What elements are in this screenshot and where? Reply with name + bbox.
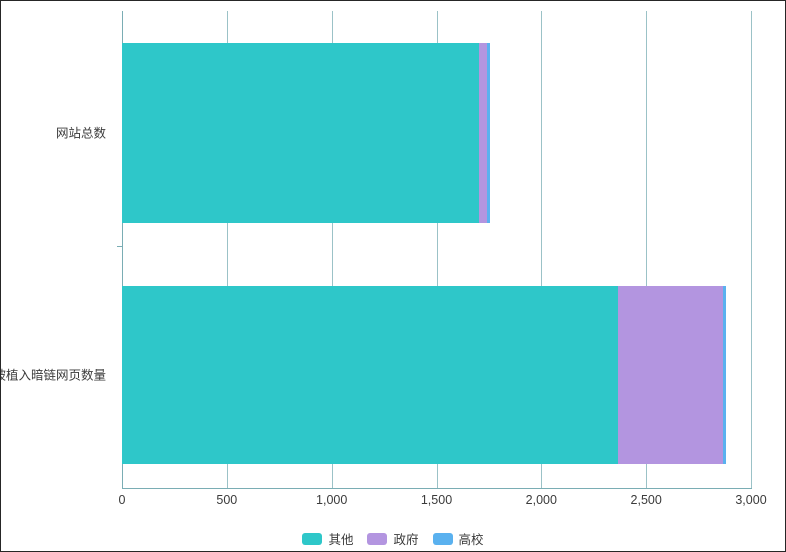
y-axis-label-1: 被植入暗链网页数量	[0, 368, 106, 383]
bar-group-1[interactable]	[122, 286, 726, 464]
x-axis-tick-label-4: 2,000	[525, 493, 557, 507]
gridline-1500	[436, 11, 438, 488]
y-axis-tick-1	[117, 246, 122, 247]
legend-swatch-government-icon	[367, 532, 388, 545]
legend-label-government: 政府	[393, 533, 419, 547]
legend-swatch-other-icon	[302, 532, 323, 545]
x-axis-tick-label-1: 500	[216, 493, 238, 507]
y-axis-labels: 网站总数 被植入暗链网页数量	[1, 1, 114, 498]
gridline-2000	[541, 11, 543, 488]
bar-segment-university-1[interactable]	[722, 286, 726, 464]
chart-legend: 其他 政府 高校	[1, 529, 785, 548]
gridline-3000	[751, 11, 752, 488]
y-axis-label-0: 网站总数	[55, 126, 106, 141]
bar-segment-other-1[interactable]	[122, 286, 618, 464]
legend-label-university: 高校	[458, 533, 484, 547]
y-axis-line	[122, 11, 123, 488]
gridline-1000	[331, 11, 333, 488]
bar-segment-government-0[interactable]	[478, 43, 487, 223]
x-axis-tick-label-5: 2,500	[630, 493, 662, 507]
legend-item-university[interactable]: 高校	[432, 529, 484, 548]
x-axis-tick-label-0: 0	[118, 493, 126, 507]
x-axis-tick-label-3: 1,500	[420, 493, 453, 507]
bar-segment-government-1[interactable]	[617, 286, 723, 464]
legend-item-other[interactable]: 其他	[302, 529, 353, 548]
bar-segment-university-0[interactable]	[486, 43, 490, 223]
legend-item-government[interactable]: 政府	[367, 529, 419, 548]
bar-group-0[interactable]	[122, 43, 490, 223]
gridline-500	[226, 11, 228, 488]
legend-swatch-university-icon	[432, 532, 453, 545]
x-axis-line	[122, 488, 752, 489]
gridline-2500	[646, 11, 648, 488]
bar-segment-other-0[interactable]	[122, 43, 479, 223]
legend-label-other: 其他	[328, 533, 354, 547]
x-axis-tick-label-2: 1,000	[316, 493, 348, 507]
x-axis-tick-label-6: 3,000	[735, 493, 767, 507]
